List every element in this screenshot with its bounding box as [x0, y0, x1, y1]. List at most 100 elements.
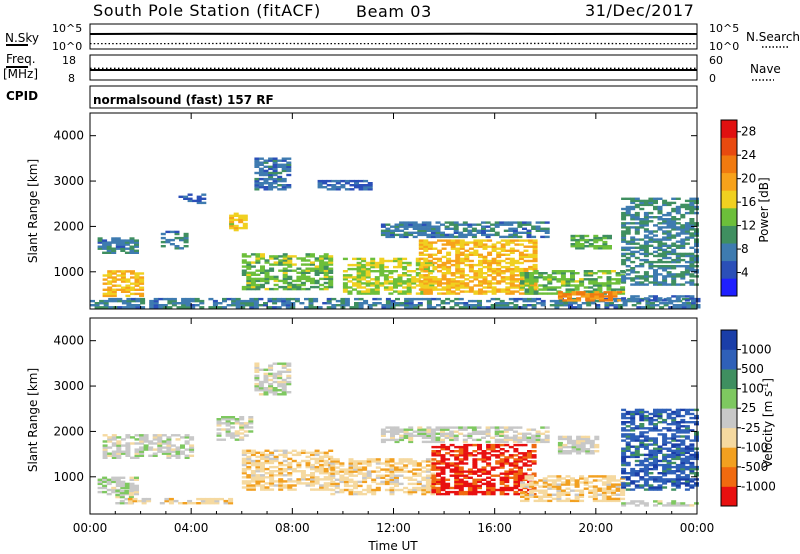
heatmap-cell	[662, 260, 668, 264]
heatmap-cell	[319, 259, 325, 262]
heatmap-cell	[126, 306, 132, 309]
heatmap-cell	[520, 282, 525, 285]
heatmap-cell	[671, 455, 677, 459]
heatmap-cell	[394, 466, 399, 469]
heatmap-cell	[286, 376, 292, 380]
heatmap-cell	[459, 280, 465, 283]
heatmap-cell	[161, 450, 167, 453]
heatmap-cell	[323, 255, 329, 258]
heatmap-cell	[168, 499, 174, 503]
heatmap-cell	[120, 444, 126, 447]
heatmap-cell	[504, 476, 510, 479]
heatmap-cell	[287, 461, 293, 465]
heatmap-cell	[281, 179, 287, 183]
heatmap-cell	[234, 430, 240, 433]
heatmap-cell	[471, 223, 477, 226]
heatmap-cell	[102, 282, 108, 285]
heatmap-cell	[487, 261, 493, 265]
heatmap-cell	[139, 278, 145, 281]
heatmap-cell	[328, 261, 334, 264]
heatmap-cell	[383, 259, 389, 263]
noise-panel-frame	[89, 23, 698, 50]
heatmap-cell	[356, 290, 362, 293]
heatmap-cell	[630, 295, 636, 298]
heatmap-cell	[278, 482, 284, 485]
heatmap-cell	[662, 457, 668, 461]
heatmap-cell	[180, 446, 185, 449]
heatmap-cell	[531, 434, 537, 437]
heatmap-cell	[592, 497, 598, 501]
heatmap-cell	[437, 265, 442, 269]
heatmap-cell	[282, 257, 288, 260]
heatmap-cell	[111, 456, 117, 459]
heatmap-cell	[415, 272, 421, 275]
heatmap-cell	[453, 227, 459, 230]
heatmap-cell	[445, 466, 451, 469]
heatmap-cell	[344, 302, 350, 305]
heatmap-cell	[634, 218, 640, 221]
heatmap-cell	[517, 470, 523, 473]
heatmap-cell	[106, 482, 112, 486]
heatmap-cell	[90, 304, 95, 307]
heatmap-cell	[675, 258, 681, 262]
heatmap-cell	[446, 267, 452, 271]
heatmap-cell	[689, 252, 695, 256]
heatmap-cell	[520, 491, 525, 494]
heatmap-cell	[111, 438, 117, 441]
heatmap-cell	[524, 282, 530, 285]
heatmap-cell	[107, 282, 113, 285]
heatmap-cell	[639, 222, 645, 225]
heatmap-cell	[152, 442, 158, 445]
heatmap-cell	[684, 410, 690, 414]
heatmap-cell	[398, 458, 404, 461]
heatmap-cell	[361, 267, 367, 271]
heatmap-cell	[264, 449, 270, 452]
heatmap-cell	[260, 277, 265, 281]
heatmap-cell	[630, 482, 636, 485]
heatmap-cell	[272, 186, 278, 189]
heatmap-cell	[597, 475, 603, 478]
heatmap-cell	[625, 502, 631, 505]
heatmap-cell	[264, 269, 270, 272]
heatmap-cell	[273, 263, 279, 266]
heatmap-cell	[255, 283, 261, 287]
heatmap-cell	[366, 472, 372, 475]
heatmap-cell	[157, 438, 163, 441]
heatmap-cell	[653, 455, 658, 459]
heatmap-cell	[527, 304, 532, 307]
heatmap-cell	[347, 276, 353, 279]
heatmap-cell	[579, 243, 585, 246]
heatmap-cell	[322, 182, 328, 185]
heatmap-cell	[583, 483, 589, 486]
heatmap-cell	[119, 499, 125, 503]
heatmap-cell	[653, 476, 658, 479]
heatmap-cell	[268, 186, 274, 189]
heatmap-cell	[348, 464, 354, 467]
heatmap-cell	[463, 306, 469, 309]
heatmap-cell	[408, 221, 414, 224]
heatmap-cell	[189, 438, 195, 441]
heatmap-cell	[267, 306, 273, 309]
heatmap-cell	[124, 241, 130, 244]
x-tick-label: 00:00	[680, 521, 715, 535]
heatmap-cell	[225, 430, 231, 433]
heatmap-cell	[120, 245, 126, 248]
heatmap-cell	[648, 453, 654, 457]
heatmap-cell	[467, 432, 473, 435]
heatmap-cell	[421, 440, 427, 444]
heatmap-cell	[241, 467, 247, 471]
heatmap-cell	[426, 221, 432, 224]
heatmap-cell	[272, 167, 278, 171]
heatmap-cell	[160, 245, 166, 248]
heatmap-cell	[594, 297, 600, 300]
heatmap-cell	[478, 255, 483, 259]
heatmap-cell	[342, 288, 348, 291]
heatmap-cell	[529, 288, 535, 291]
heatmap-cell	[129, 237, 135, 240]
heatmap-cell	[423, 292, 429, 295]
heatmap-cell	[191, 502, 197, 505]
heatmap-cell	[625, 246, 631, 249]
heatmap-cell	[246, 263, 252, 266]
heatmap-cell	[615, 487, 621, 490]
nave-label: Nave	[750, 62, 781, 76]
